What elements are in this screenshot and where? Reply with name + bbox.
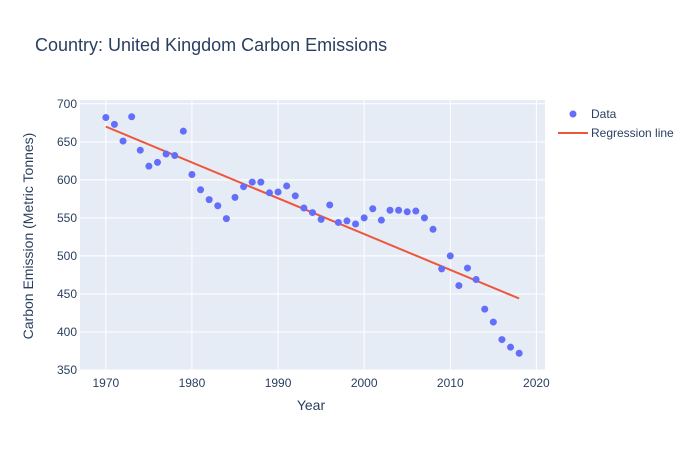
data-point bbox=[188, 171, 196, 179]
y-tick-label: 500 bbox=[57, 249, 77, 263]
data-point bbox=[240, 183, 248, 191]
data-point bbox=[317, 215, 325, 223]
y-tick-label: 650 bbox=[57, 135, 77, 149]
data-point bbox=[154, 158, 161, 166]
x-axis-title: Year bbox=[297, 397, 326, 413]
data-point bbox=[179, 127, 187, 135]
data-series bbox=[102, 113, 523, 357]
data-point bbox=[395, 206, 403, 214]
data-point bbox=[343, 217, 351, 225]
data-point bbox=[291, 192, 299, 200]
data-point bbox=[377, 216, 385, 224]
data-point bbox=[119, 137, 127, 145]
data-point bbox=[489, 318, 497, 326]
x-tick-label: 2010 bbox=[437, 376, 464, 390]
data-point bbox=[257, 178, 265, 186]
legend-data-label: Data bbox=[591, 107, 617, 121]
data-point bbox=[429, 225, 437, 233]
data-point bbox=[352, 220, 360, 228]
grid bbox=[80, 100, 545, 371]
data-point bbox=[481, 305, 489, 313]
data-point bbox=[197, 186, 205, 194]
chart-title: Country: United Kingdom Carbon Emissions bbox=[35, 35, 387, 55]
data-point bbox=[438, 265, 446, 273]
data-point bbox=[420, 214, 428, 222]
x-ticks: 1970 1980 1990 2000 2010 2020 bbox=[92, 376, 550, 390]
legend: Data Regression line bbox=[558, 107, 674, 140]
data-point bbox=[136, 146, 144, 154]
y-tick-label: 400 bbox=[57, 325, 77, 339]
data-point bbox=[403, 208, 411, 216]
data-point bbox=[498, 336, 506, 344]
data-point bbox=[222, 215, 230, 223]
data-point bbox=[515, 349, 523, 357]
y-ticks: 350 400 450 500 550 600 650 700 bbox=[57, 97, 77, 377]
data-point bbox=[412, 207, 420, 215]
legend-regression-label: Regression line bbox=[591, 126, 674, 140]
y-tick-label: 700 bbox=[57, 97, 77, 111]
y-axis-title: Carbon Emission (Metric Tonnes) bbox=[20, 133, 36, 340]
data-point bbox=[334, 218, 342, 226]
data-point bbox=[214, 202, 222, 210]
legend-data-marker bbox=[569, 110, 577, 118]
data-point bbox=[464, 264, 471, 272]
data-point bbox=[446, 252, 454, 260]
data-point bbox=[145, 162, 153, 170]
data-point bbox=[386, 206, 394, 214]
y-tick-label: 600 bbox=[57, 173, 77, 187]
data-point bbox=[171, 152, 179, 160]
x-tick-label: 2020 bbox=[523, 376, 550, 390]
x-tick-label: 1990 bbox=[265, 376, 292, 390]
y-tick-label: 450 bbox=[57, 287, 77, 301]
data-point bbox=[507, 343, 515, 351]
y-tick-label: 550 bbox=[57, 211, 77, 225]
plot-area bbox=[80, 100, 545, 370]
data-point bbox=[274, 188, 282, 196]
data-point bbox=[326, 201, 334, 209]
data-point bbox=[360, 214, 368, 222]
data-point bbox=[102, 113, 110, 121]
data-point bbox=[309, 209, 316, 217]
data-point bbox=[231, 193, 239, 201]
data-point bbox=[205, 196, 213, 204]
x-tick-label: 1980 bbox=[179, 376, 206, 390]
data-point bbox=[283, 182, 291, 190]
data-point bbox=[265, 189, 273, 197]
data-point bbox=[110, 120, 118, 128]
data-point bbox=[300, 204, 308, 212]
data-point bbox=[455, 282, 463, 290]
x-tick-label: 1970 bbox=[92, 376, 119, 390]
y-tick-label: 350 bbox=[57, 363, 77, 377]
data-point bbox=[472, 275, 480, 283]
x-tick-label: 2000 bbox=[351, 376, 378, 390]
data-point bbox=[248, 178, 256, 186]
data-point bbox=[162, 150, 170, 158]
data-point bbox=[369, 205, 377, 213]
data-point bbox=[128, 113, 136, 121]
